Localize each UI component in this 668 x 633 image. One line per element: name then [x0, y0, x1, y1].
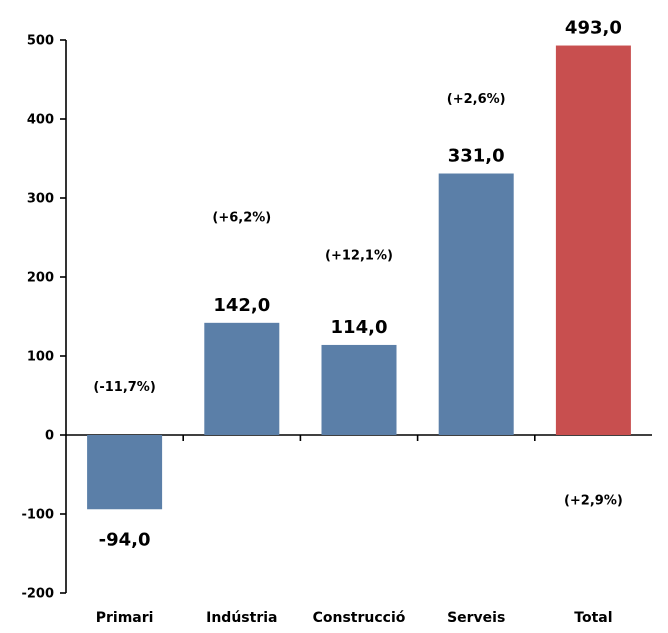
- value-label: 493,0: [565, 18, 622, 39]
- y-tick-label: 400: [27, 113, 54, 128]
- y-tick-label: 300: [27, 192, 54, 207]
- value-label: -94,0: [99, 529, 151, 550]
- pct-change-label: (+6,2%): [212, 211, 271, 226]
- bar-total: [555, 45, 631, 435]
- x-tick-label: Primari: [96, 610, 154, 626]
- y-tick-label: 0: [45, 429, 54, 444]
- x-tick-label: Serveis: [447, 610, 505, 626]
- y-tick-label: 500: [27, 34, 54, 49]
- y-tick-label: 100: [27, 350, 54, 365]
- value-label: 331,0: [448, 146, 505, 167]
- x-axis: Primari Indústria Construcció Serveis Total: [66, 434, 652, 626]
- pct-change-label: (+2,9%): [564, 494, 623, 509]
- x-tick-label: Total: [574, 610, 612, 626]
- y-tick-label: -200: [21, 587, 54, 602]
- bar-primari: [87, 435, 163, 510]
- y-tick-label: 200: [27, 271, 54, 286]
- value-label: 142,0: [213, 295, 270, 316]
- bars: [87, 45, 631, 510]
- bar-serveis: [438, 173, 514, 435]
- x-tick-label: Indústria: [206, 610, 277, 626]
- bar-construccio: [321, 344, 397, 435]
- pct-change-label: (+2,6%): [447, 92, 506, 107]
- y-tick-label: -100: [21, 508, 54, 523]
- y-axis: -200 -100 0 100 200 300 400 500: [21, 34, 67, 602]
- x-tick-label: Construcció: [313, 610, 406, 626]
- bar-industria: [204, 322, 280, 435]
- pct-change-label: (+12,1%): [325, 249, 393, 264]
- value-label: 114,0: [331, 317, 388, 338]
- data-labels: -94,0 (-11,7%) 142,0 (+6,2%) 114,0 (+12,1%) 33…: [93, 18, 622, 551]
- pct-change-label: (-11,7%): [93, 380, 155, 395]
